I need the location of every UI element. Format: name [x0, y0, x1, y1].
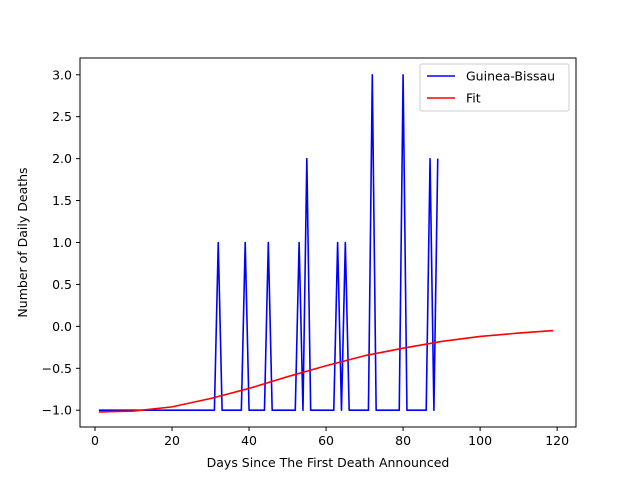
x-tick-label: 20 — [164, 433, 180, 448]
legend-label-fit: Fit — [466, 91, 481, 106]
x-tick-label: 80 — [395, 433, 411, 448]
series-line-fit — [98, 329, 554, 413]
legend: Guinea-Bissau Fit — [419, 63, 570, 112]
y-tick-label: 2.0 — [52, 151, 72, 166]
x-tick-label: 40 — [241, 433, 257, 448]
y-tick-label: 0.0 — [52, 319, 72, 334]
x-tick-label: 120 — [545, 433, 569, 448]
x-tick-label: 60 — [318, 433, 334, 448]
legend-box — [419, 63, 570, 112]
y-axis-label: Number of Daily Deaths — [15, 167, 30, 317]
y-tick-label: 1.5 — [52, 193, 72, 208]
legend-label-guinea-bissau: Guinea-Bissau — [466, 69, 555, 84]
y-tick-label: 3.0 — [52, 67, 72, 82]
series-line-guinea-bissau — [98, 73, 439, 412]
x-axis-label: Days Since The First Death Announced — [207, 455, 450, 470]
x-tick-label: 100 — [468, 433, 492, 448]
x-tick-label: 0 — [91, 433, 99, 448]
y-tick-label: 1.0 — [52, 235, 72, 250]
y-tick-label: −0.5 — [42, 361, 72, 376]
plot-frame — [79, 57, 577, 428]
y-tick-label: −1.0 — [42, 403, 72, 418]
y-tick-label: 0.5 — [52, 277, 72, 292]
y-tick-label: 2.5 — [52, 109, 72, 124]
